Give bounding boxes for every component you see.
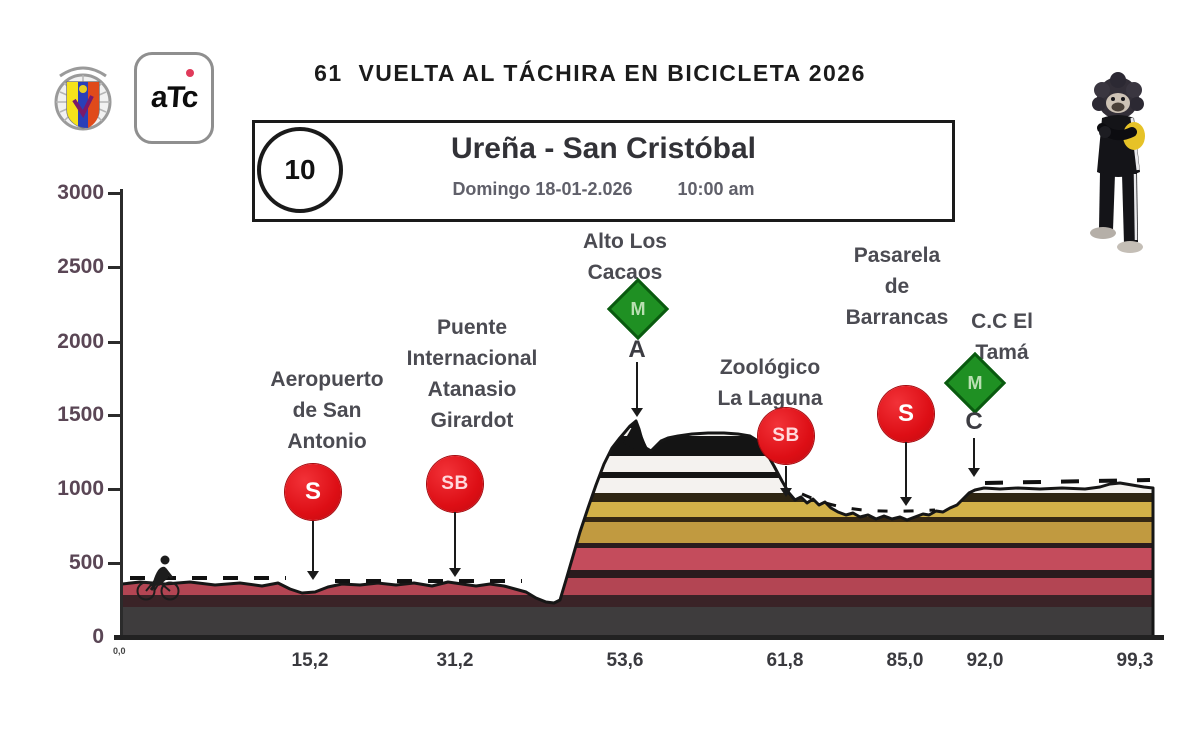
marker-label-aeropuerto-san-antonio: Aeropuerto de San Antonio <box>270 368 384 453</box>
y-axis <box>120 189 123 639</box>
y-tick-1500: 1500 <box>57 403 104 426</box>
otc-logo: aTc <box>134 52 214 144</box>
sprint-badge-pasarela: S <box>878 386 934 442</box>
x-tick-53-6: 53,6 <box>606 650 644 671</box>
marker-label-cc-el-tama: C.C El Tamá <box>971 310 1033 364</box>
y-tick-500: 500 <box>68 551 104 574</box>
marker-label-zoologico-la-laguna: Zoológico La Laguna <box>717 356 823 410</box>
stage-route-title: Ureña - San Cristóbal <box>450 132 757 165</box>
marker-arrow <box>307 521 319 580</box>
cyclist-icon <box>136 555 180 601</box>
marker-arrow <box>449 512 461 577</box>
stage-date: Domingo 18-01-2.026 <box>452 179 633 199</box>
stage-datetime: Domingo 18-01-2.026 10:00 am <box>325 179 882 200</box>
marker-arrow <box>900 442 912 506</box>
race-title: 61 VUELTA AL TÁCHIRA EN BICICLETA 2026 <box>314 60 866 86</box>
sprint-badge-aeropuerto: S <box>285 464 341 520</box>
profile-outline <box>121 419 1155 636</box>
y-tick-0: 0 <box>92 625 104 648</box>
sprint-bonus-badge-puente: SB <box>427 456 483 512</box>
road-dash-marks <box>130 478 1151 583</box>
marker-label-pasarela-de-barrancas: Pasarela de Barrancas <box>845 244 949 329</box>
x-tick-99-3: 99,3 <box>1116 650 1154 671</box>
x-tick-31-2: 31,2 <box>436 650 474 671</box>
marker-label-puente-internacional: Puente Internacional Atanasio Girardot <box>406 316 538 432</box>
y-tick-2500: 2500 <box>57 255 104 278</box>
marker-arrow <box>631 362 643 417</box>
sprint-bonus-badge-zoologico: SB <box>758 408 814 464</box>
x-tick-61-8: 61,8 <box>766 650 804 671</box>
mountain-category-c: C <box>965 408 983 435</box>
marker-arrow <box>780 466 792 497</box>
marker-label-alto-los-cacaos: Alto Los Cacaos <box>583 230 667 284</box>
y-tickmark <box>108 488 121 491</box>
x-tick-92-0: 92,0 <box>966 650 1004 671</box>
x-tick-15-2: 15,2 <box>291 650 329 671</box>
x-origin-label: 0,0 <box>113 646 126 656</box>
y-tick-1000: 1000 <box>57 477 104 500</box>
stage-number-badge: 10 <box>257 127 343 213</box>
y-tickmark <box>108 341 121 344</box>
summit-peak-cap <box>623 420 648 452</box>
y-tickmark <box>108 562 121 565</box>
marker-arrow <box>968 438 980 477</box>
y-tickmark <box>108 414 121 417</box>
x-tick-85-0: 85,0 <box>886 650 924 671</box>
stage-header-box: 10 Ureña - San Cristóbal Domingo 18-01-2… <box>252 120 955 222</box>
y-tick-3000: 3000 <box>57 181 104 204</box>
mountain-category-a: A <box>628 336 646 363</box>
y-tickmark <box>108 192 121 195</box>
x-axis <box>114 635 1164 640</box>
y-tickmark <box>108 266 121 269</box>
federation-logo <box>54 66 112 131</box>
otc-logo-accent <box>186 69 194 77</box>
stage-time: 10:00 am <box>677 179 755 199</box>
mascot-bear <box>1090 72 1145 253</box>
y-tick-2000: 2000 <box>57 330 104 353</box>
